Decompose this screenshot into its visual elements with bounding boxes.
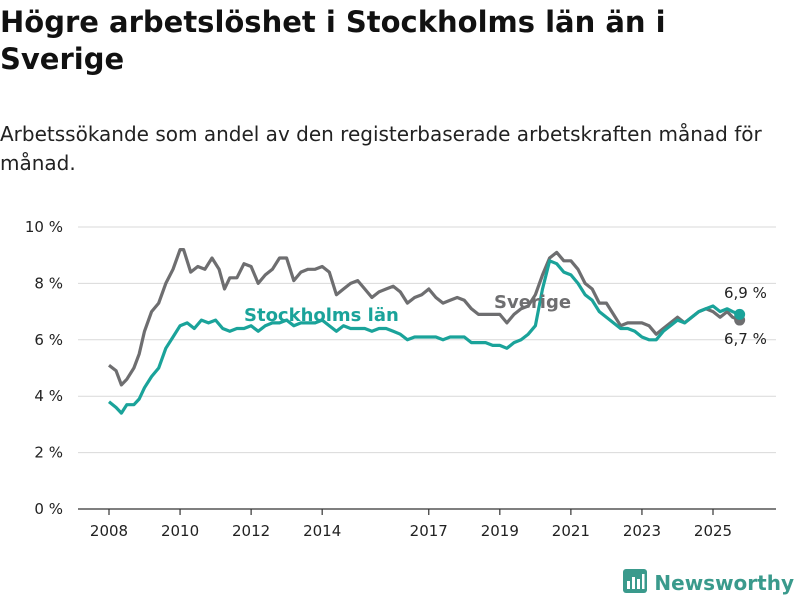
series-layer: [107, 248, 746, 415]
x-tick-label: 2008: [90, 522, 128, 540]
x-tick-label: 2017: [410, 522, 448, 540]
x-tick-label: 2023: [623, 522, 661, 540]
newsworthy-brand: Newsworthy: [622, 568, 794, 598]
sverige-series-label: Sverige: [494, 292, 571, 313]
stockholm-end-value-label: 6,9 %: [724, 284, 767, 302]
y-tick-label: 0 %: [34, 500, 63, 518]
chart-subtitle: Arbetssökande som andel av den registerb…: [0, 122, 762, 175]
grid-layer: [78, 226, 776, 510]
y-tick-label: 4 %: [34, 387, 63, 405]
x-tick-label: 2025: [694, 522, 732, 540]
x-tick-label: 2014: [303, 522, 341, 540]
chart-title: Högre arbetslöshet i Stockholms län än i…: [0, 5, 666, 76]
bar-chart-logo-icon: [622, 568, 648, 598]
y-tick-label: 6 %: [34, 331, 63, 349]
sverige-series-line: [108, 248, 741, 387]
brand-name: Newsworthy: [654, 571, 794, 595]
stockholm-end-point: [734, 308, 746, 320]
x-tick-label: 2019: [481, 522, 519, 540]
stockholm-series-label: Stockholms län: [244, 305, 399, 326]
stockholm-series-line: [107, 259, 741, 415]
x-axis-ticks: 2008 2010 2012 2014 2017 2019 2021 2023 2025: [90, 509, 732, 540]
y-tick-label: 2 %: [34, 444, 63, 462]
y-tick-label: 8 %: [34, 274, 63, 292]
x-tick-label: 2012: [232, 522, 270, 540]
sverige-end-value-label: 6,7 %: [724, 330, 767, 348]
y-axis-ticks: 0 % 2 % 4 % 6 % 8 % 10 %: [25, 218, 63, 518]
y-tick-label: 10 %: [25, 218, 63, 236]
x-tick-label: 2021: [552, 522, 590, 540]
x-tick-label: 2010: [161, 522, 199, 540]
